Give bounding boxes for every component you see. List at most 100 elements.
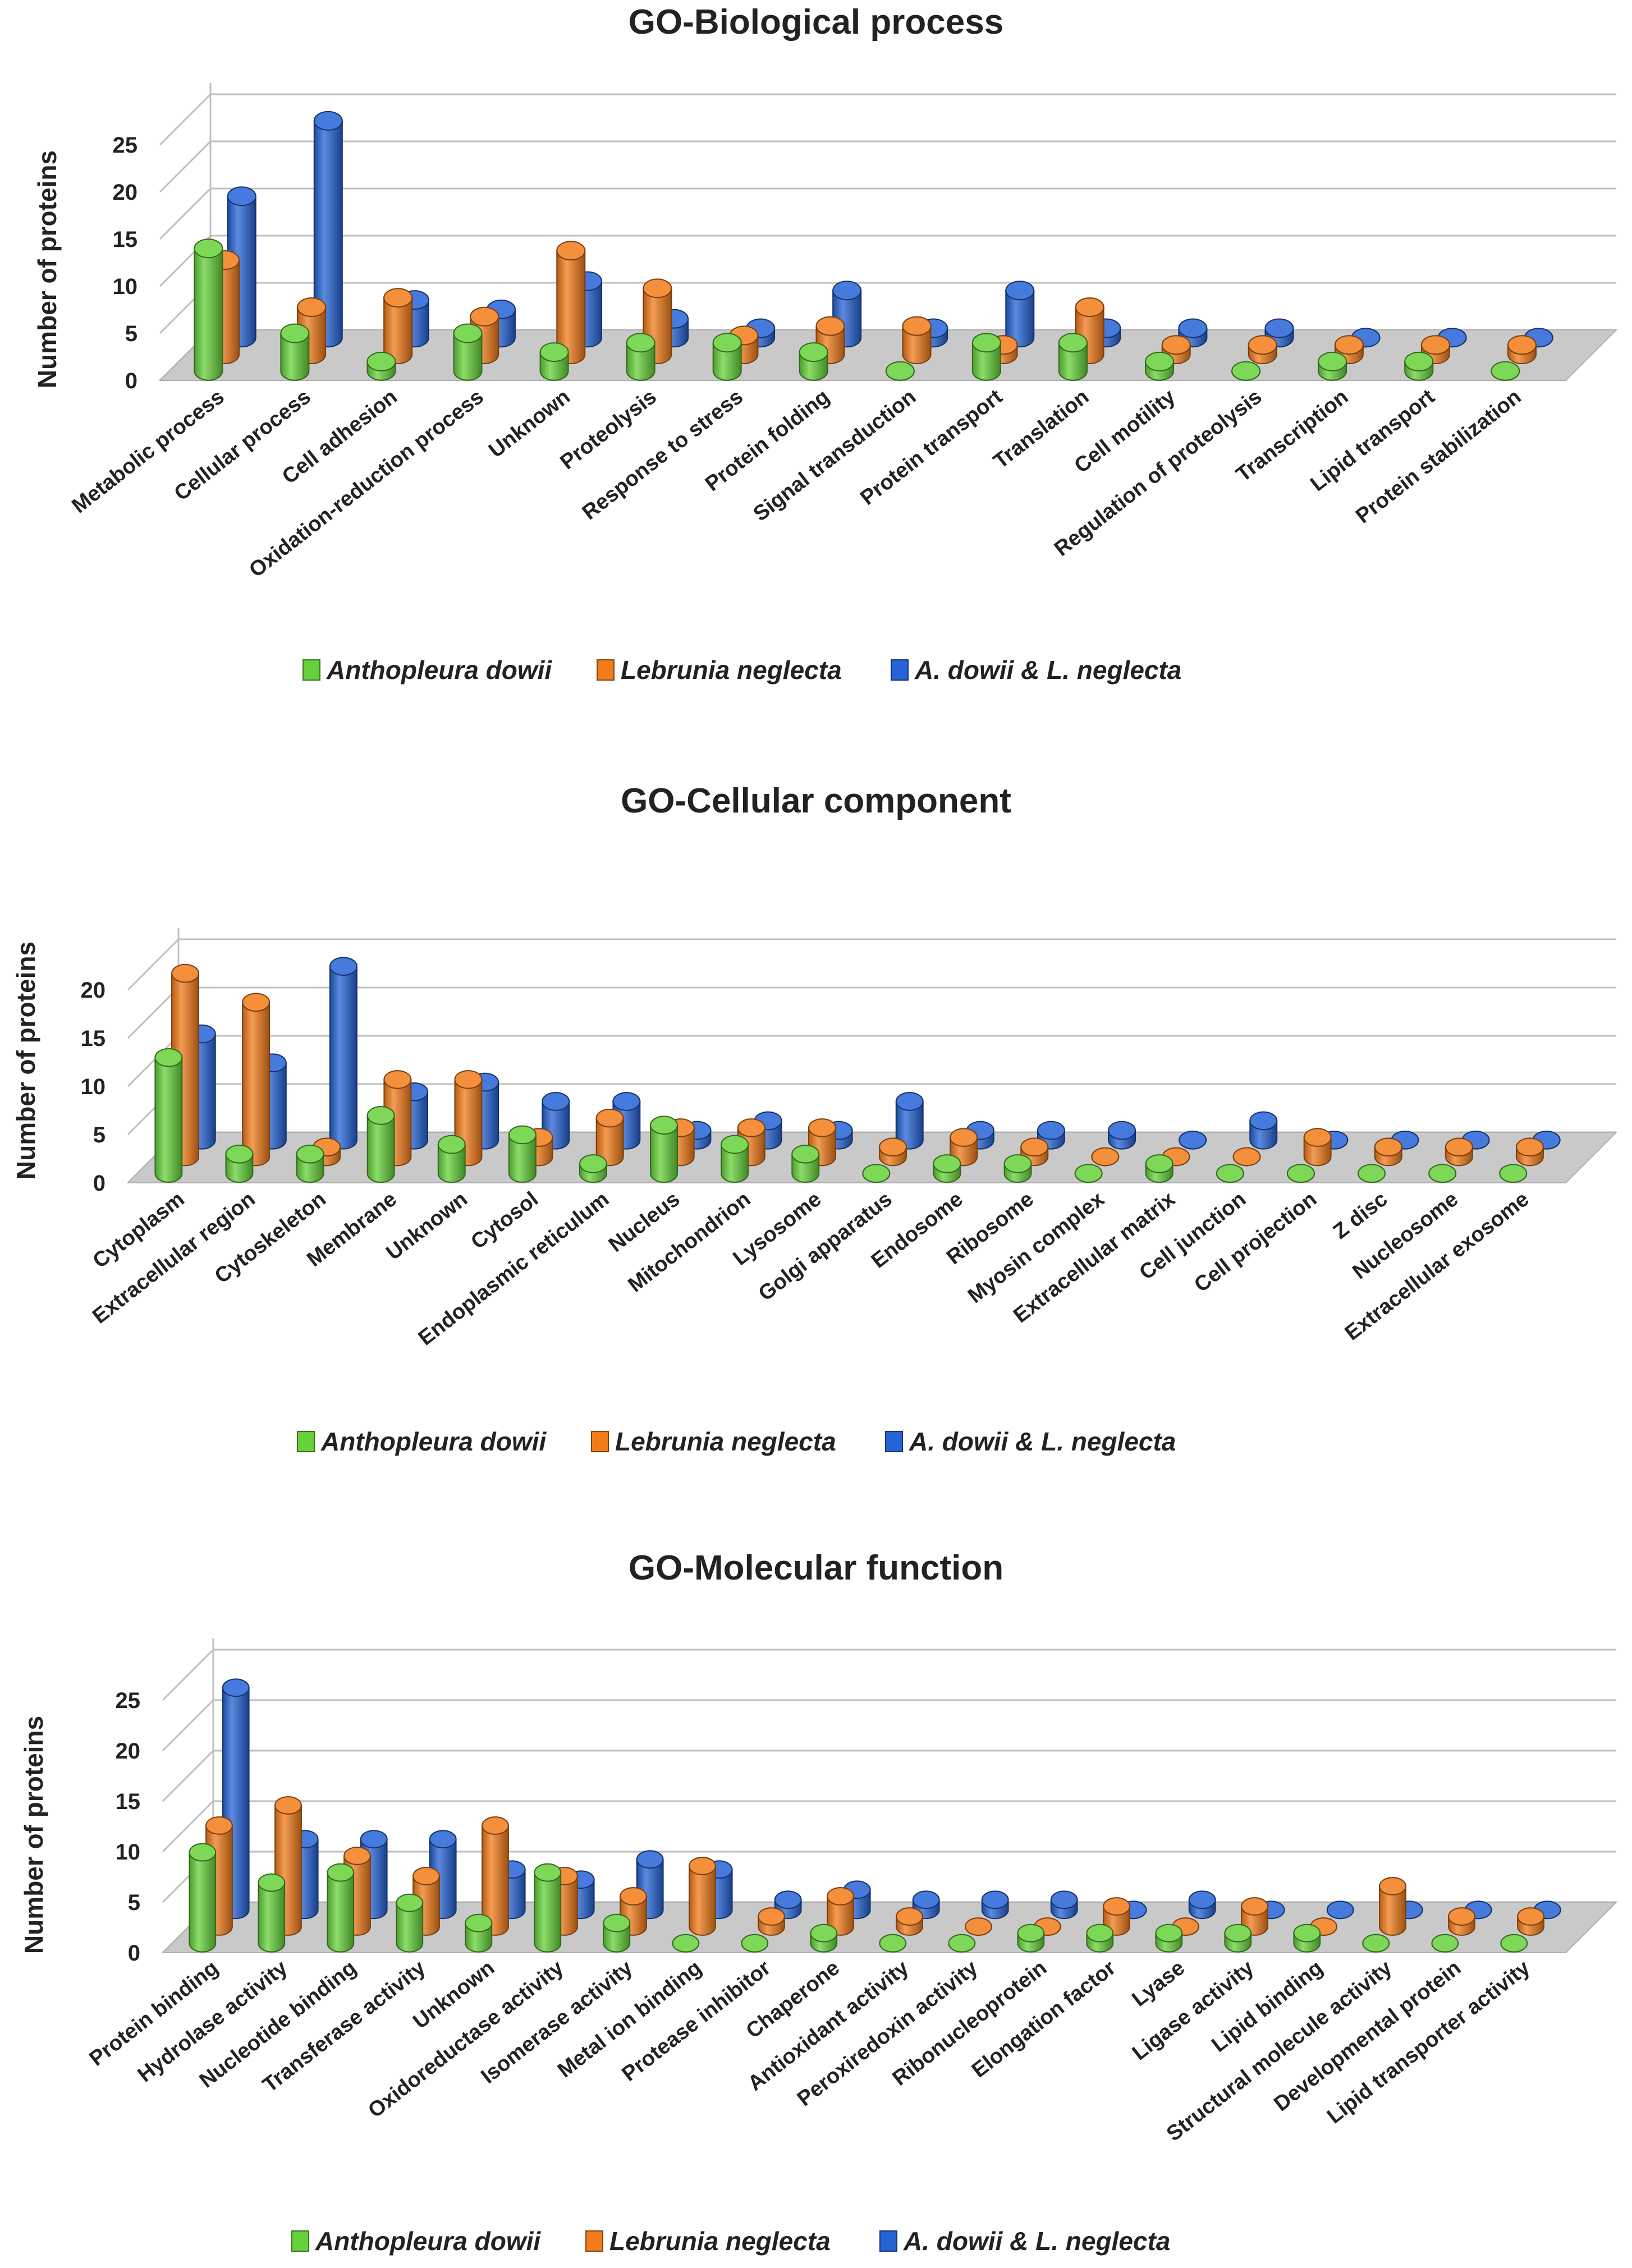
bar-anthopleura-dowii-myosin-complex [1074, 1164, 1103, 1183]
y-tick-label: 0 [128, 1941, 140, 1966]
bars [189, 1678, 1561, 1953]
x-tick-label: Golgi apparatus [754, 1187, 897, 1306]
bar-anthopleura-dowii-cell-projection [1286, 1164, 1315, 1183]
legend-label: Anthopleura dowii [320, 1427, 547, 1456]
y-tick-label: 25 [116, 1688, 141, 1713]
x-tick-label: Mitochondrion [624, 1187, 755, 1297]
bar-anthopleura-dowii-extracellular-region [225, 1144, 254, 1183]
x-tick-label: Cell projection [1190, 1187, 1321, 1297]
legend-label: A. dowii & L. neglecta [909, 1427, 1176, 1456]
bar-anthopleura-dowii-signal-transduction [885, 361, 915, 381]
bar-anthopleura-dowii-metabolic-process [194, 238, 223, 381]
y-tick-label: 15 [113, 227, 138, 252]
x-tick-label: Unknown [484, 385, 575, 462]
bar-anthopleura-dowii-lipid-transport [1404, 351, 1434, 381]
bar-anthopleura-dowii-cytoskeleton [296, 1144, 324, 1183]
bar-a-dowii-l-neglecta-golgi-apparatus [895, 1092, 924, 1150]
chart-title: GO-Cellular component [621, 782, 1011, 820]
bar-anthopleura-dowii-oxidoreductase-activity [534, 1863, 562, 1953]
legend-label: Lebrunia neglecta [609, 2226, 831, 2256]
bar-a-dowii-l-neglecta-antioxidant-activity [912, 1890, 940, 1920]
bar-lebrunia-neglecta-peroxiredoxin-activity [965, 1917, 992, 1936]
bar-lebrunia-neglecta-myosin-complex [1091, 1147, 1120, 1167]
bar-anthopleura-dowii-nucleus [650, 1115, 679, 1183]
legend-label: Anthopleura dowii [326, 655, 552, 685]
bar-anthopleura-dowii-ribosome [1003, 1154, 1032, 1183]
bar-anthopleura-dowii-nucleotide-binding [327, 1863, 355, 1953]
legend: Anthopleura dowii Lebrunia neglecta A. dow… [297, 1427, 1176, 1456]
bar-lebrunia-neglecta-cell-adhesion [383, 288, 413, 364]
legend: Anthopleura dowii Lebrunia neglecta A. dow… [291, 2226, 1170, 2256]
x-tick-label: Protein transport [856, 385, 1007, 510]
bar-lebrunia-neglecta-signal-transduction [902, 316, 932, 364]
bar-anthopleura-dowii-cell-adhesion [366, 351, 396, 381]
bar-anthopleura-dowii-structural-molecule-activity [1362, 1934, 1390, 1953]
legend-swatch-a-dowii-l-neglecta [885, 1431, 903, 1452]
y-tick-label: 0 [93, 1171, 106, 1196]
bar-anthopleura-dowii-antioxidant-activity [879, 1934, 907, 1953]
bar-anthopleura-dowii-extracellular-matrix [1145, 1154, 1173, 1183]
y-tick-label: 20 [116, 1739, 141, 1764]
bar-anthopleura-dowii-cytoplasm [154, 1048, 183, 1183]
bar-anthopleura-dowii-protein-binding [189, 1843, 217, 1953]
bar-anthopleura-dowii-mitochondrion [721, 1135, 749, 1183]
bar-anthopleura-dowii-proteolysis [626, 333, 655, 381]
bar-lebrunia-neglecta-developmental-protein [1448, 1907, 1475, 1936]
bar-lebrunia-neglecta-protease-inhibitor [758, 1907, 785, 1936]
x-tick-label: Protein stabilization [1351, 385, 1525, 528]
bar-anthopleura-dowii-endoplasmic-reticulum [579, 1154, 607, 1183]
go-biological-process-chart: GO-Biological process 0 5 10 15 20 25 Number of… [33, 3, 1618, 685]
y-tick-label: 10 [116, 1840, 141, 1865]
bar-lebrunia-neglecta-nucleosome [1445, 1137, 1473, 1167]
y-tick-label: 20 [81, 978, 106, 1003]
bar-anthopleura-dowii-isomerase-activity [603, 1913, 631, 1953]
bar-anthopleura-dowii-protease-inhibitor [741, 1934, 769, 1953]
y-tick-label: 25 [113, 133, 138, 158]
bar-anthopleura-dowii-z-disc [1358, 1164, 1386, 1183]
bars [194, 111, 1553, 381]
bars [154, 957, 1561, 1183]
bar-lebrunia-neglecta-golgi-apparatus [879, 1137, 907, 1167]
bar-a-dowii-l-neglecta-lyase [1188, 1890, 1216, 1920]
x-tick-label: Signal transduction [749, 385, 920, 526]
y-axis-title: Number of proteins [19, 1716, 48, 1954]
bar-anthopleura-dowii-oxidation-reduction-process [453, 323, 483, 381]
chart-title: GO-Molecular function [629, 1549, 1003, 1587]
legend-label: Lebrunia neglecta [615, 1427, 836, 1456]
y-tick-label: 15 [116, 1789, 141, 1814]
y-tick-label: 10 [113, 274, 138, 299]
bar-anthopleura-dowii-unknown [437, 1135, 466, 1183]
bar-a-dowii-l-neglecta-protein-transport [1005, 281, 1035, 348]
bar-a-dowii-l-neglecta-cytoskeleton [329, 957, 357, 1150]
chart-title: GO-Biological process [629, 3, 1003, 42]
bar-anthopleura-dowii-unknown [465, 1913, 493, 1953]
x-tick-label: Metabolic process [67, 385, 228, 518]
y-tick-label: 5 [128, 1890, 140, 1915]
x-tick-label: Lyase [1127, 1956, 1189, 2012]
bar-lebrunia-neglecta-lipid-transporter-activity [1517, 1907, 1544, 1936]
bar-anthopleura-dowii-developmental-protein [1431, 1934, 1459, 1953]
bar-anthopleura-dowii-cell-junction [1216, 1164, 1244, 1183]
bar-lebrunia-neglecta-z-disc [1374, 1137, 1402, 1167]
bar-a-dowii-l-neglecta-cell-junction [1249, 1111, 1278, 1150]
y-tick-label: 0 [125, 369, 137, 393]
bar-lebrunia-neglecta-extracellular-region [242, 993, 271, 1167]
bar-anthopleura-dowii-lysosome [791, 1144, 820, 1183]
bar-anthopleura-dowii-lipid-transporter-activity [1500, 1934, 1528, 1953]
bar-a-dowii-l-neglecta-regulation-of-proteolysis [1264, 318, 1294, 348]
legend: Anthopleura dowii Lebrunia neglecta A. dow… [302, 655, 1181, 685]
bar-anthopleura-dowii-cytosol [508, 1125, 537, 1183]
bar-lebrunia-neglecta-extracellular-exosome [1515, 1137, 1544, 1167]
bar-anthopleura-dowii-protein-stabilization [1491, 361, 1520, 381]
legend-label: Anthopleura dowii [315, 2226, 541, 2256]
x-tick-label: Z disc [1329, 1187, 1392, 1244]
bar-a-dowii-l-neglecta-ribonucleoprotein [1050, 1890, 1078, 1920]
legend-swatch-lebrunia-neglecta [597, 659, 615, 681]
bar-anthopleura-dowii-golgi-apparatus [862, 1164, 891, 1183]
bar-lebrunia-neglecta-cell-projection [1303, 1128, 1332, 1167]
gridline [159, 140, 1616, 193]
bar-lebrunia-neglecta-metal-ion-binding [689, 1857, 716, 1936]
legend-label: A. dowii & L. neglecta [903, 2226, 1170, 2256]
